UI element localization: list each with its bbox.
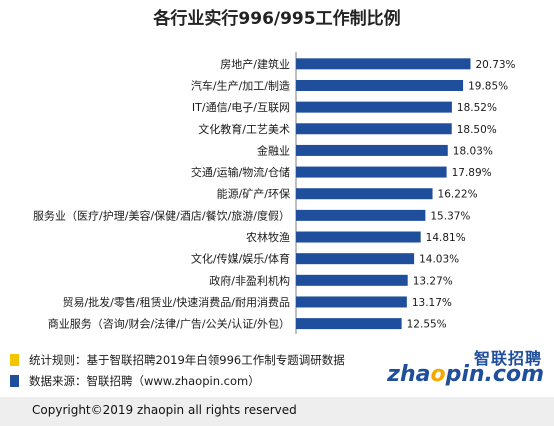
note-rule-text: 统计规则：基于智联招聘2019年白领996工作制专题调研数据 (29, 353, 345, 367)
category-label-4: 文化教育/工艺美术 (198, 122, 290, 136)
bar-1 (296, 58, 471, 70)
value-label-11: 13.27% (413, 275, 453, 287)
logo-en-text: zhaopin.com (387, 362, 544, 387)
category-label-3: IT/通信/电子/互联网 (192, 101, 290, 114)
value-label-3: 18.52% (457, 102, 497, 114)
category-label-5: 金融业 (257, 143, 290, 157)
zhaopin-logo: 智联招聘 zhaopin.com (387, 345, 544, 393)
bar-4 (296, 123, 452, 135)
bar-2 (296, 79, 464, 91)
bar-7 (296, 188, 433, 200)
value-label-12: 13.17% (412, 297, 452, 309)
bar-9 (296, 231, 421, 243)
bar-11 (296, 274, 408, 286)
note-source: 数据来源：智联招聘（www.zhaopin.com） (10, 374, 260, 388)
bars-group: 房地产/建筑业 20.73% 汽车/生产/加工/制造 19.85% IT/通信/电子/互… (33, 57, 516, 331)
bar-3 (296, 101, 452, 113)
value-label-9: 14.81% (426, 232, 466, 244)
copyright-text: Copyright©2019 zhaopin all rights reserv… (32, 403, 297, 417)
notes-section: 统计规则：基于智联招聘2019年白领996工作制专题调研数据 数据来源：智联招聘… (0, 345, 554, 397)
category-label-7: 能源/矿产/环保 (217, 187, 290, 201)
category-label-13: 商业服务（咨询/财会/法律/广告/公关/认证/外包） (48, 317, 290, 331)
bar-10 (296, 253, 415, 265)
logo-en-dot: o (430, 362, 446, 387)
category-label-2: 汽车/生产/加工/制造 (191, 78, 290, 92)
category-label-8: 服务业（医疗/护理/美容/保健/酒店/餐饮/旅游/度假） (33, 208, 290, 222)
bar-12 (296, 296, 407, 308)
value-label-2: 19.85% (468, 80, 508, 92)
bar-5 (296, 144, 448, 156)
bar-13 (296, 318, 402, 330)
bar-chart: 各行业实行996/995工作制比例 房地产/建筑业 20.73% 汽车/生产/加工/… (33, 8, 516, 334)
value-label-4: 18.50% (457, 124, 497, 136)
logo-cn-text: 智联招聘 (473, 349, 542, 368)
category-label-11: 政府/非盈利机构 (209, 273, 290, 287)
value-label-1: 20.73% (476, 59, 516, 71)
value-label-6: 17.89% (452, 167, 492, 179)
category-label-10: 文化/传媒/娱乐/体育 (191, 252, 290, 266)
blue-square-icon (10, 375, 19, 387)
category-label-6: 交通/运输/物流/仓储 (191, 165, 290, 179)
value-label-10: 14.03% (419, 254, 459, 266)
note-source-text: 数据来源：智联招聘（www.zhaopin.com） (29, 374, 260, 388)
chart-title: 各行业实行996/995工作制比例 (152, 8, 400, 29)
yellow-square-icon (10, 354, 19, 366)
value-label-7: 16.22% (438, 189, 478, 201)
bar-6 (296, 166, 447, 178)
value-label-8: 15.37% (430, 210, 470, 222)
logo-en-post: pin.com (445, 362, 544, 387)
value-label-13: 12.55% (407, 319, 447, 331)
category-label-1: 房地产/建筑业 (220, 57, 290, 71)
value-label-5: 18.03% (453, 145, 493, 157)
category-label-9: 农林牧渔 (246, 230, 290, 244)
bar-8 (296, 209, 426, 221)
footer-bar: Copyright©2019 zhaopin all rights reserv… (0, 397, 554, 426)
category-label-12: 贸易/批发/零售/租赁业/快速消费品/耐用消费品 (62, 295, 290, 309)
logo-en-pre: zha (387, 362, 431, 387)
note-rule: 统计规则：基于智联招聘2019年白领996工作制专题调研数据 (10, 353, 345, 367)
